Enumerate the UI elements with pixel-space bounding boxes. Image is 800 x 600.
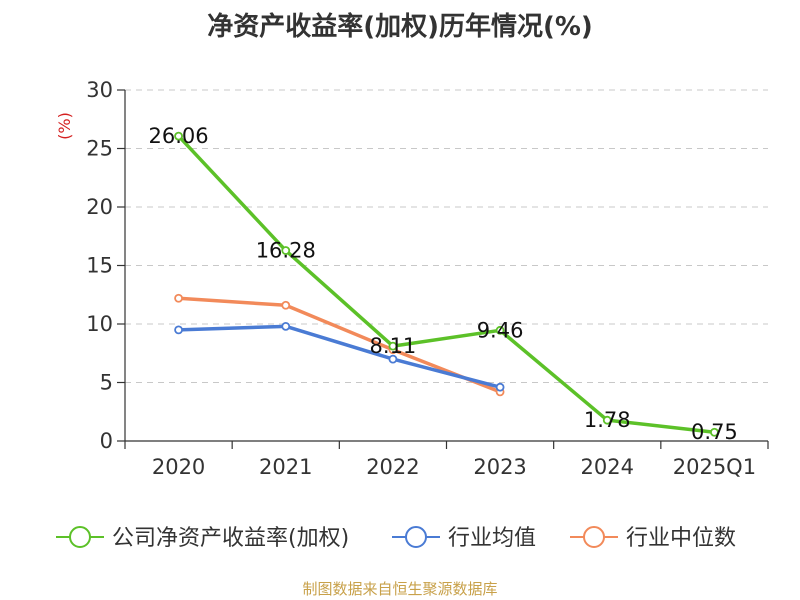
legend-marker xyxy=(69,526,91,548)
data-label: 0.75 xyxy=(691,420,738,444)
series-layer xyxy=(174,131,719,437)
data-point xyxy=(174,325,183,335)
data-label: 16.28 xyxy=(256,239,316,263)
y-axis-label: (%) xyxy=(55,112,74,140)
legend: 公司净资产收益率(加权) 行业均值 行业中位数 xyxy=(56,526,736,551)
y-tick-label: 30 xyxy=(86,78,113,102)
data-label: 1.78 xyxy=(584,408,631,432)
x-tick-label: 2020 xyxy=(152,455,205,479)
y-tick-label: 25 xyxy=(86,137,113,161)
data-label: 26.06 xyxy=(149,124,209,148)
data-labels: 26.06 16.28 8.11 9.46 1.78 0.75 xyxy=(149,124,738,444)
data-label: 8.11 xyxy=(370,334,417,358)
legend-label: 行业中位数 xyxy=(626,526,736,551)
x-tick-label: 2023 xyxy=(473,455,526,479)
legend-label: 公司净资产收益率(加权) xyxy=(112,526,349,551)
grid-lines xyxy=(125,89,768,383)
legend-label: 行业均值 xyxy=(448,526,536,551)
x-tick-label: 2021 xyxy=(259,455,312,479)
data-point xyxy=(495,325,505,335)
x-tick-label: 2025Q1 xyxy=(673,455,756,479)
data-point xyxy=(281,321,291,331)
data-point xyxy=(388,341,398,351)
legend-marker xyxy=(405,526,427,548)
y-tick-label: 20 xyxy=(86,195,113,219)
data-point xyxy=(710,427,719,437)
series-line xyxy=(177,134,715,434)
y-tick-label: 0 xyxy=(100,429,113,453)
data-point xyxy=(281,246,291,255)
axes: 0 5 10 15 20 25 30 2020 2021 2022 2023 2024 2025Q1 xyxy=(86,78,769,479)
series-line xyxy=(178,324,501,389)
data-label: 9.46 xyxy=(477,318,524,342)
series-line xyxy=(178,296,501,394)
data-point xyxy=(495,382,505,392)
y-tick-label: 5 xyxy=(100,371,113,395)
y-tick-label: 15 xyxy=(86,254,113,278)
x-tick-label: 2022 xyxy=(366,455,419,479)
x-tick-label: 2024 xyxy=(581,455,634,479)
y-tick-label: 10 xyxy=(86,312,113,336)
chart-title: 净资产收益率(加权)历年情况(%) xyxy=(207,12,593,42)
data-point xyxy=(281,300,291,310)
data-point xyxy=(388,354,398,364)
legend-marker xyxy=(583,526,605,548)
source-note: 制图数据来自恒生聚源数据库 xyxy=(302,580,498,598)
data-point xyxy=(174,131,183,141)
data-point xyxy=(174,293,183,303)
data-point xyxy=(602,415,612,425)
